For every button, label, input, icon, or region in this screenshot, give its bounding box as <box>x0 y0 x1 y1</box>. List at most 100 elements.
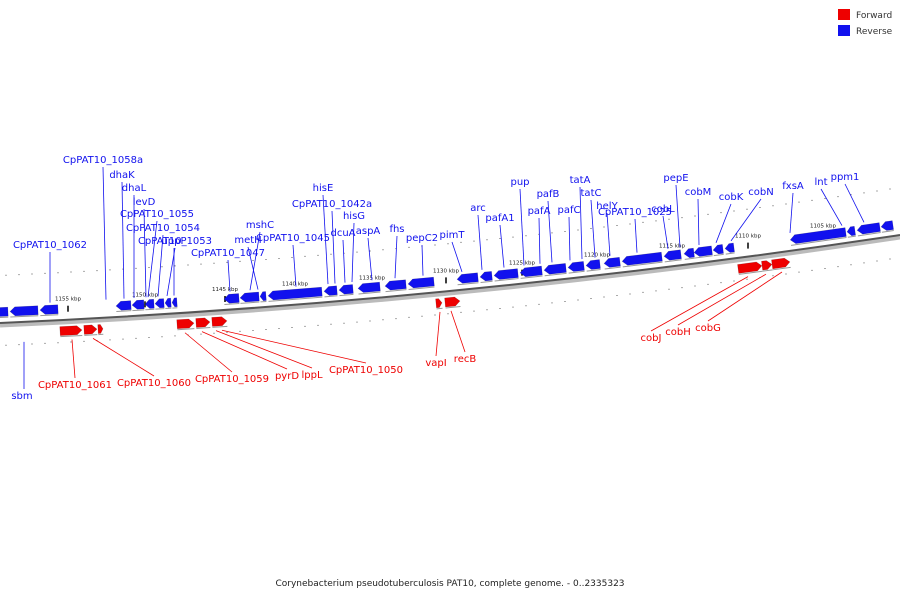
gene-shadow <box>738 270 763 275</box>
gene-label[interactable]: dhaL <box>122 183 147 194</box>
gene-label[interactable]: pepC2 <box>406 233 438 244</box>
gene-label[interactable]: levD <box>133 197 156 208</box>
gene-label[interactable]: cobN <box>748 187 773 198</box>
gene-label[interactable]: pup <box>510 177 529 188</box>
gene-label[interactable]: CpPAT10_1054 <box>126 223 200 234</box>
gene-label[interactable]: helY <box>596 201 618 212</box>
gene-label[interactable]: pepE <box>663 173 688 184</box>
gene-label[interactable]: tatC <box>581 188 602 199</box>
gene-label[interactable]: CpPAT10_1045 <box>256 233 330 244</box>
reverse-gene[interactable] <box>856 222 881 235</box>
gene-label[interactable]: pyrD <box>275 371 299 382</box>
gene-label[interactable]: lppL <box>301 370 322 381</box>
reverse-gene[interactable] <box>171 297 178 308</box>
forward-gene[interactable] <box>761 260 773 271</box>
reverse-gene[interactable] <box>789 227 847 245</box>
reverse-gene[interactable] <box>384 279 407 291</box>
gene-label[interactable]: cobH <box>665 327 690 338</box>
gene-label[interactable]: cobJ <box>641 333 662 344</box>
reverse-gene[interactable] <box>693 245 713 257</box>
gene-label[interactable]: hisE <box>313 183 334 194</box>
gene-label[interactable]: pimT <box>440 230 466 241</box>
gene-label[interactable]: uppP <box>161 236 186 247</box>
gene-label[interactable]: CpPAT10_1059 <box>195 374 269 385</box>
gene-label-leader <box>322 194 329 285</box>
reverse-gene[interactable] <box>39 304 59 315</box>
gene-label[interactable]: CpPAT10_1050 <box>329 365 403 376</box>
gene-label[interactable]: sbm <box>11 391 32 402</box>
gene-label[interactable]: CpPAT10_1053 <box>138 236 212 247</box>
gene-label[interactable]: cobG <box>695 323 721 334</box>
gene-label[interactable]: fxsA <box>782 181 804 192</box>
gene-label[interactable]: aspA <box>356 226 381 237</box>
gene-label[interactable]: CpPAT10_1025 <box>598 207 672 218</box>
reverse-gene[interactable] <box>131 299 145 310</box>
reverse-gene[interactable] <box>519 265 543 278</box>
forward-gene[interactable] <box>211 316 228 327</box>
reverse-gene[interactable] <box>585 259 601 271</box>
gene-label[interactable]: CpPAT10_1062 <box>13 240 87 251</box>
gene-label[interactable]: pafC <box>558 205 581 216</box>
gene-label[interactable]: tatA <box>570 175 591 186</box>
gene-label[interactable]: metH <box>234 235 261 246</box>
forward-gene[interactable] <box>195 317 211 328</box>
reverse-gene[interactable] <box>663 249 682 261</box>
forward-gene[interactable] <box>176 318 195 330</box>
reverse-gene[interactable] <box>267 286 323 301</box>
reverse-gene[interactable] <box>543 263 567 275</box>
reverse-gene[interactable] <box>493 268 519 280</box>
reverse-gene[interactable] <box>712 244 724 255</box>
gene-label[interactable]: vapI <box>425 358 446 369</box>
forward-gene[interactable] <box>83 324 98 335</box>
reverse-gene[interactable] <box>621 251 663 266</box>
gene-label[interactable]: ppm1 <box>831 172 860 183</box>
reverse-gene[interactable] <box>456 272 479 284</box>
gene-label[interactable]: fhs <box>389 224 404 235</box>
reverse-gene[interactable] <box>407 276 435 289</box>
reverse-gene[interactable] <box>164 297 172 308</box>
gene-label[interactable]: CpPAT10_1061 <box>38 380 112 391</box>
gene-label[interactable]: mshC <box>246 220 274 231</box>
reverse-gene[interactable] <box>683 247 695 258</box>
gene-label[interactable]: CpPAT10_1047 <box>191 248 265 259</box>
gene-label[interactable]: CpPAT10_1042a <box>292 199 372 210</box>
gene-label[interactable]: lnt <box>814 177 827 188</box>
forward-gene[interactable] <box>771 257 791 270</box>
gene-label[interactable]: pafA1 <box>485 213 514 224</box>
forward-gene[interactable] <box>435 298 443 309</box>
forward-gene[interactable] <box>444 296 461 308</box>
reverse-gene[interactable] <box>239 291 260 303</box>
reverse-gene[interactable] <box>724 242 735 253</box>
gene-label[interactable]: dcuA <box>330 228 355 239</box>
forward-gene[interactable] <box>59 325 83 336</box>
reverse-gene[interactable] <box>144 298 155 309</box>
reverse-gene[interactable] <box>603 256 621 268</box>
gene-label[interactable]: cobM <box>685 187 712 198</box>
reverse-gene[interactable] <box>0 306 9 317</box>
reverse-gene[interactable] <box>338 284 354 295</box>
gene-label[interactable]: cobL <box>651 204 675 215</box>
reverse-gene[interactable] <box>9 305 39 317</box>
reverse-gene[interactable] <box>567 261 585 272</box>
gene-label[interactable]: CpPAT10_1058a <box>63 155 143 166</box>
reverse-gene[interactable] <box>357 281 381 293</box>
reverse-gene[interactable] <box>880 220 894 232</box>
gene-label[interactable]: recB <box>454 354 477 365</box>
reverse-gene[interactable] <box>154 298 165 309</box>
gene-label[interactable]: cobK <box>719 192 744 203</box>
gene-label[interactable]: arc <box>470 203 486 214</box>
reverse-gene[interactable] <box>115 300 132 311</box>
gene-label[interactable]: CpPAT10_1060 <box>117 378 191 389</box>
gene-label[interactable]: CpPAT10_1055 <box>120 209 194 220</box>
forward-gene[interactable] <box>97 324 104 334</box>
reverse-gene[interactable] <box>323 285 338 296</box>
gene-label[interactable]: pafB <box>537 189 560 200</box>
reverse-gene[interactable] <box>479 271 493 282</box>
gene-label[interactable]: pafA <box>528 206 551 217</box>
reverse-gene[interactable] <box>259 291 267 301</box>
reverse-gene[interactable] <box>223 293 240 304</box>
gene-label[interactable]: dhaK <box>109 170 135 181</box>
forward-gene[interactable] <box>737 261 763 274</box>
gene-label[interactable]: hisG <box>343 211 365 222</box>
reverse-gene[interactable] <box>846 225 856 236</box>
